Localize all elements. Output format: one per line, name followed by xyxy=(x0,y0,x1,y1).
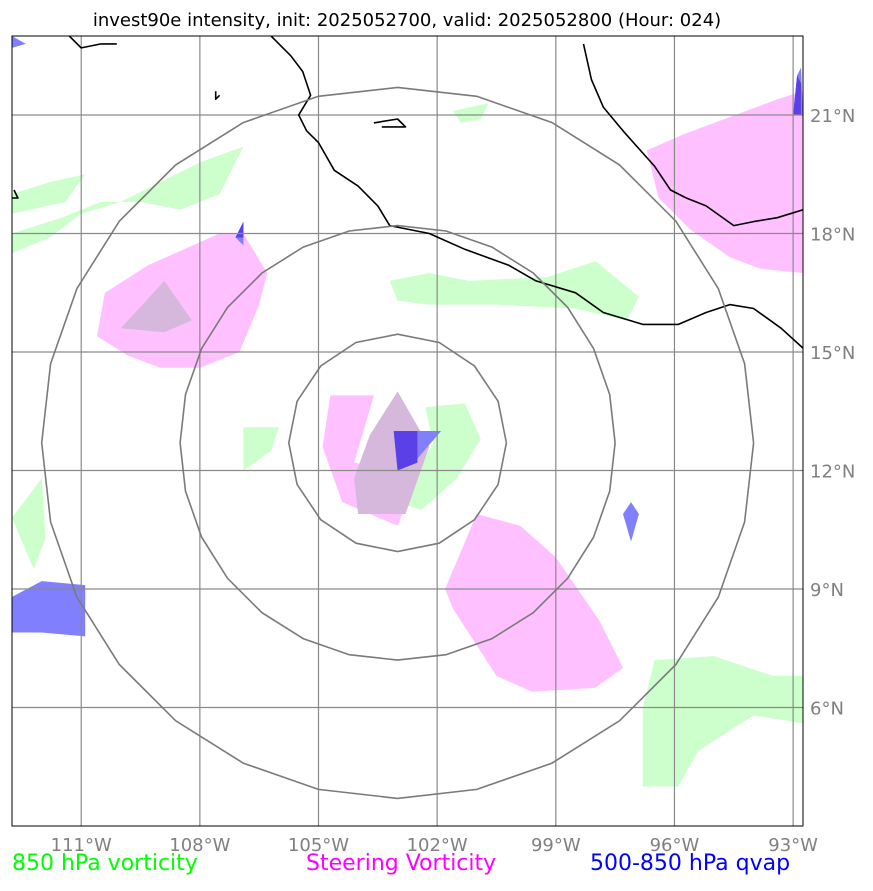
vorticity-850-area xyxy=(12,174,86,214)
range-ring xyxy=(287,333,508,553)
latitude-tick-label: 12°N xyxy=(810,462,855,483)
latitude-tick-labels: 6°N 9°N 12°N 15°N 18°N 21°N xyxy=(810,106,855,720)
steering-overlap-area xyxy=(354,391,430,514)
qvap-overlap-area xyxy=(235,221,244,238)
qvap-overlap-area xyxy=(393,431,418,471)
coastline xyxy=(373,118,407,128)
range-ring xyxy=(179,224,616,661)
steering-overlap-layer xyxy=(120,280,430,514)
vorticity-850-area xyxy=(243,427,279,471)
steering-overlap-area xyxy=(120,280,192,333)
range-rings xyxy=(40,86,755,800)
vorticity-850-layer xyxy=(12,103,803,787)
steering-vorticity-area xyxy=(97,233,268,368)
qvap-overlap-area xyxy=(793,75,801,115)
latitude-tick-label: 18°N xyxy=(810,225,855,246)
longitude-tick-label: 102°W xyxy=(407,835,468,856)
coastline xyxy=(68,36,117,49)
legend-qvap: 500-850 hPa qvap xyxy=(590,851,791,876)
plot-frame xyxy=(11,35,804,827)
qvap-area xyxy=(12,36,26,48)
vorticity-850-area xyxy=(12,478,46,570)
coastline xyxy=(12,189,19,199)
longitude-tick-label: 96°W xyxy=(650,835,700,856)
vorticity-850-area xyxy=(642,656,803,787)
steering-vorticity-area xyxy=(646,91,803,273)
longitude-tick-label: 105°W xyxy=(288,835,349,856)
legend-steering-vorticity: Steering Vorticity xyxy=(306,851,497,876)
qvap-area xyxy=(12,581,86,637)
coastline xyxy=(270,36,803,349)
vorticity-850-area xyxy=(12,146,244,254)
figure-title: invest90e intensity, init: 2025052700, v… xyxy=(93,10,721,31)
coastlines xyxy=(12,36,803,349)
latitude-tick-label: 15°N xyxy=(810,343,855,364)
coastline xyxy=(214,91,221,100)
vorticity-850-area xyxy=(397,403,481,510)
qvap-overlap-layer xyxy=(235,75,801,471)
gridlines xyxy=(12,36,803,826)
steering-vorticity-area xyxy=(445,514,623,692)
latitude-tick-label: 6°N xyxy=(810,699,844,720)
qvap-area xyxy=(623,502,639,542)
latitude-tick-label: 21°N xyxy=(810,106,855,127)
plot-area xyxy=(12,36,803,826)
coastline xyxy=(582,43,803,227)
longitude-tick-label: 108°W xyxy=(169,835,230,856)
legend-vorticity-850: 850 hPa vorticity xyxy=(12,851,198,876)
longitude-tick-label: 93°W xyxy=(768,835,818,856)
longitude-tick-label: 99°W xyxy=(531,835,581,856)
vorticity-850-area xyxy=(453,103,489,123)
vorticity-850-area xyxy=(389,261,639,321)
latitude-tick-label: 9°N xyxy=(810,580,844,601)
longitude-tick-labels: 111°W 108°W 105°W 102°W 99°W 96°W 93°W xyxy=(51,835,819,856)
range-ring xyxy=(40,86,755,800)
longitude-tick-label: 111°W xyxy=(51,835,112,856)
steering-vorticity-layer xyxy=(97,91,803,692)
